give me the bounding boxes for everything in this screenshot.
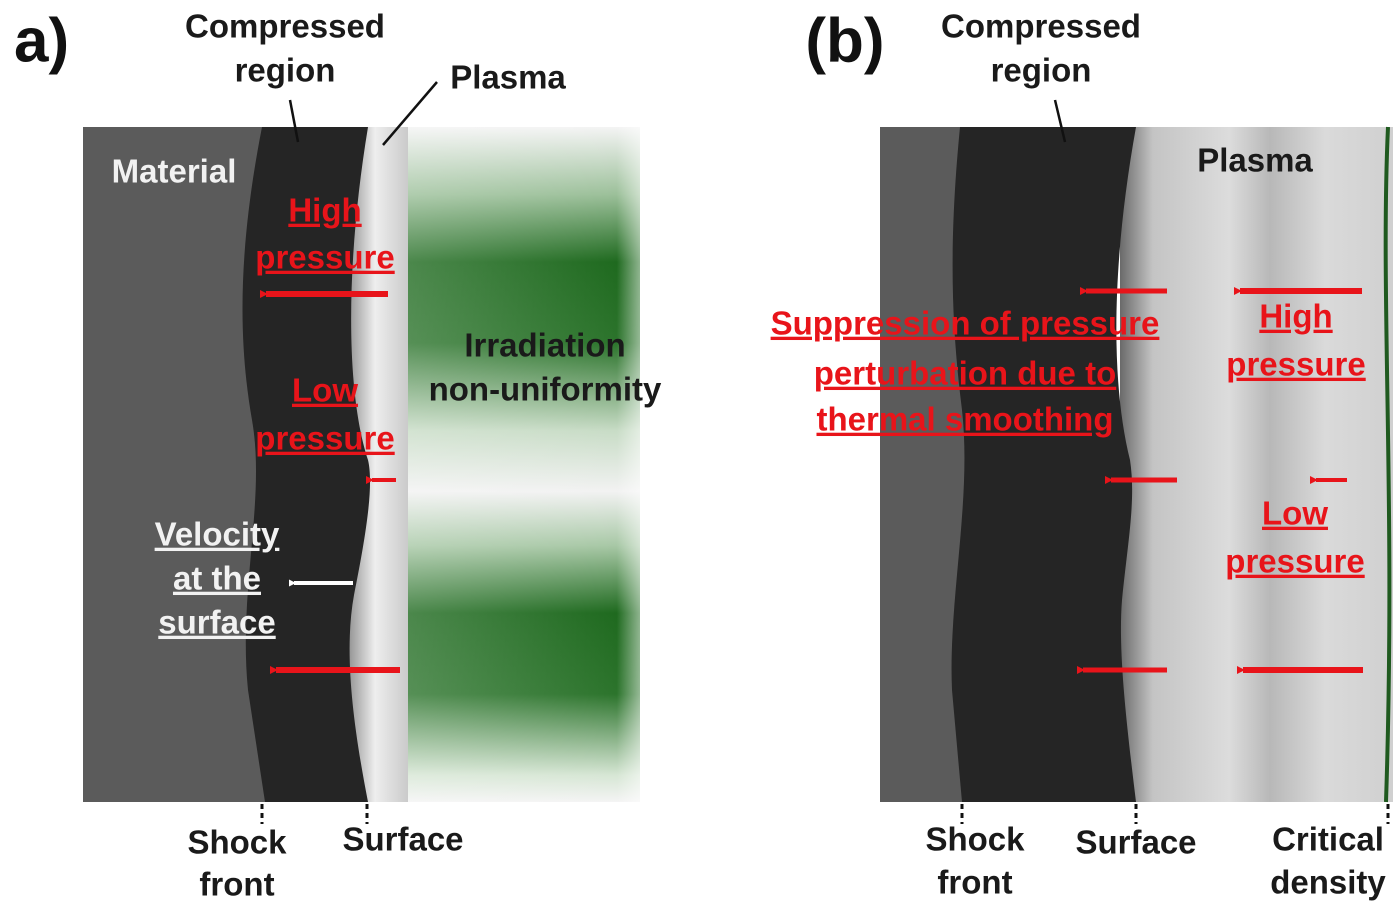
label: Plasma [1197, 142, 1313, 179]
label: Compressed [185, 8, 385, 45]
label: Surface [342, 821, 463, 858]
label: Critical [1272, 821, 1384, 858]
label: High [288, 192, 361, 229]
label: perturbation due to [814, 355, 1116, 392]
label: thermal smoothing [816, 401, 1113, 438]
panel-a: a) Compressed region Plasma Material Hig… [14, 6, 662, 902]
irradiation-fade [408, 127, 640, 802]
label: density [1270, 864, 1386, 901]
label: pressure [1226, 346, 1365, 383]
figure: a) Compressed region Plasma Material Hig… [0, 0, 1393, 905]
label: region [991, 52, 1092, 89]
label: High [1259, 298, 1332, 335]
compressed-region [952, 127, 1136, 802]
label: pressure [1225, 543, 1364, 580]
label: pressure [255, 420, 394, 457]
label: Surface [1075, 824, 1196, 861]
label: Suppression of pressure [771, 305, 1160, 342]
label: Low [292, 372, 358, 409]
label: Shock [925, 821, 1025, 858]
label: pressure [255, 239, 394, 276]
label: surface [158, 604, 275, 641]
label: Plasma [450, 59, 566, 96]
label: region [235, 52, 336, 89]
label: front [199, 866, 274, 903]
panel-label: a) [14, 6, 69, 75]
panel-label: (b) [805, 6, 884, 75]
label: Irradiation [464, 327, 625, 364]
label: Material [112, 153, 237, 190]
label: non-uniformity [429, 371, 662, 408]
label: Compressed [941, 8, 1141, 45]
label: Shock [187, 824, 287, 861]
label: Velocity [155, 516, 280, 553]
panel-b: (b) Compressed region Plasma Suppression… [771, 6, 1393, 900]
plasma [1120, 127, 1393, 802]
label: Low [1262, 495, 1328, 532]
label: at the [173, 560, 261, 597]
label: front [937, 864, 1012, 901]
